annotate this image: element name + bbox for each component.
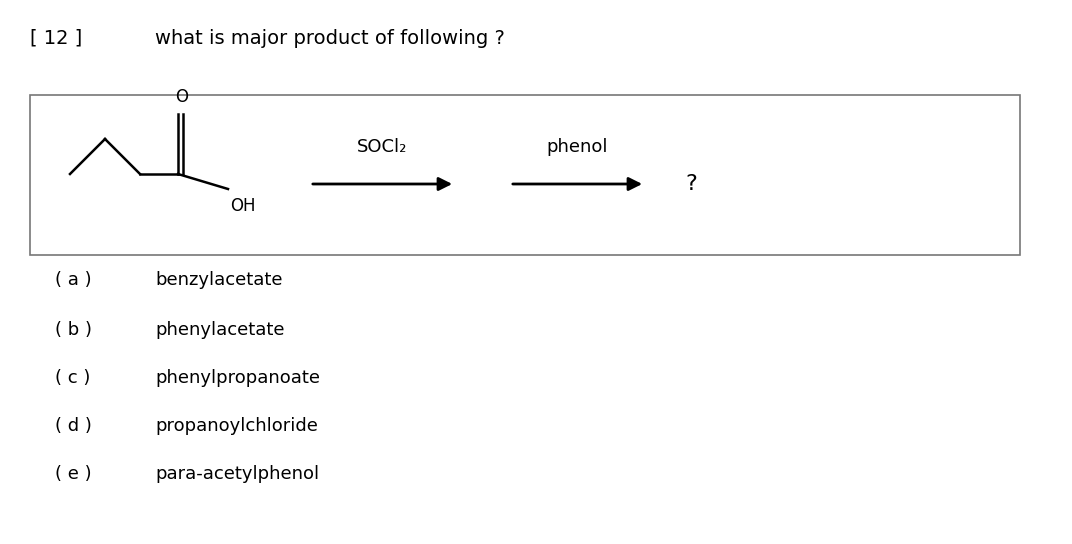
Text: SOCl₂: SOCl₂ — [357, 138, 407, 156]
Text: ( c ): ( c ) — [55, 369, 90, 387]
Text: OH: OH — [230, 197, 255, 215]
Text: ( b ): ( b ) — [55, 321, 92, 339]
Bar — [30, 95, 1019, 255]
Text: phenol: phenol — [547, 138, 608, 156]
Text: ( a ): ( a ) — [55, 271, 91, 289]
Text: ( e ): ( e ) — [55, 465, 91, 483]
Text: O: O — [176, 88, 189, 106]
Text: ?: ? — [685, 174, 697, 194]
Text: what is major product of following ?: what is major product of following ? — [155, 29, 505, 48]
Text: phenylpropanoate: phenylpropanoate — [155, 369, 321, 387]
Text: ( d ): ( d ) — [55, 417, 92, 435]
Text: [ 12 ]: [ 12 ] — [30, 29, 83, 48]
Text: benzylacetate: benzylacetate — [155, 271, 283, 289]
Text: para-acetylphenol: para-acetylphenol — [155, 465, 319, 483]
Text: propanoylchloride: propanoylchloride — [155, 417, 318, 435]
Text: phenylacetate: phenylacetate — [155, 321, 284, 339]
